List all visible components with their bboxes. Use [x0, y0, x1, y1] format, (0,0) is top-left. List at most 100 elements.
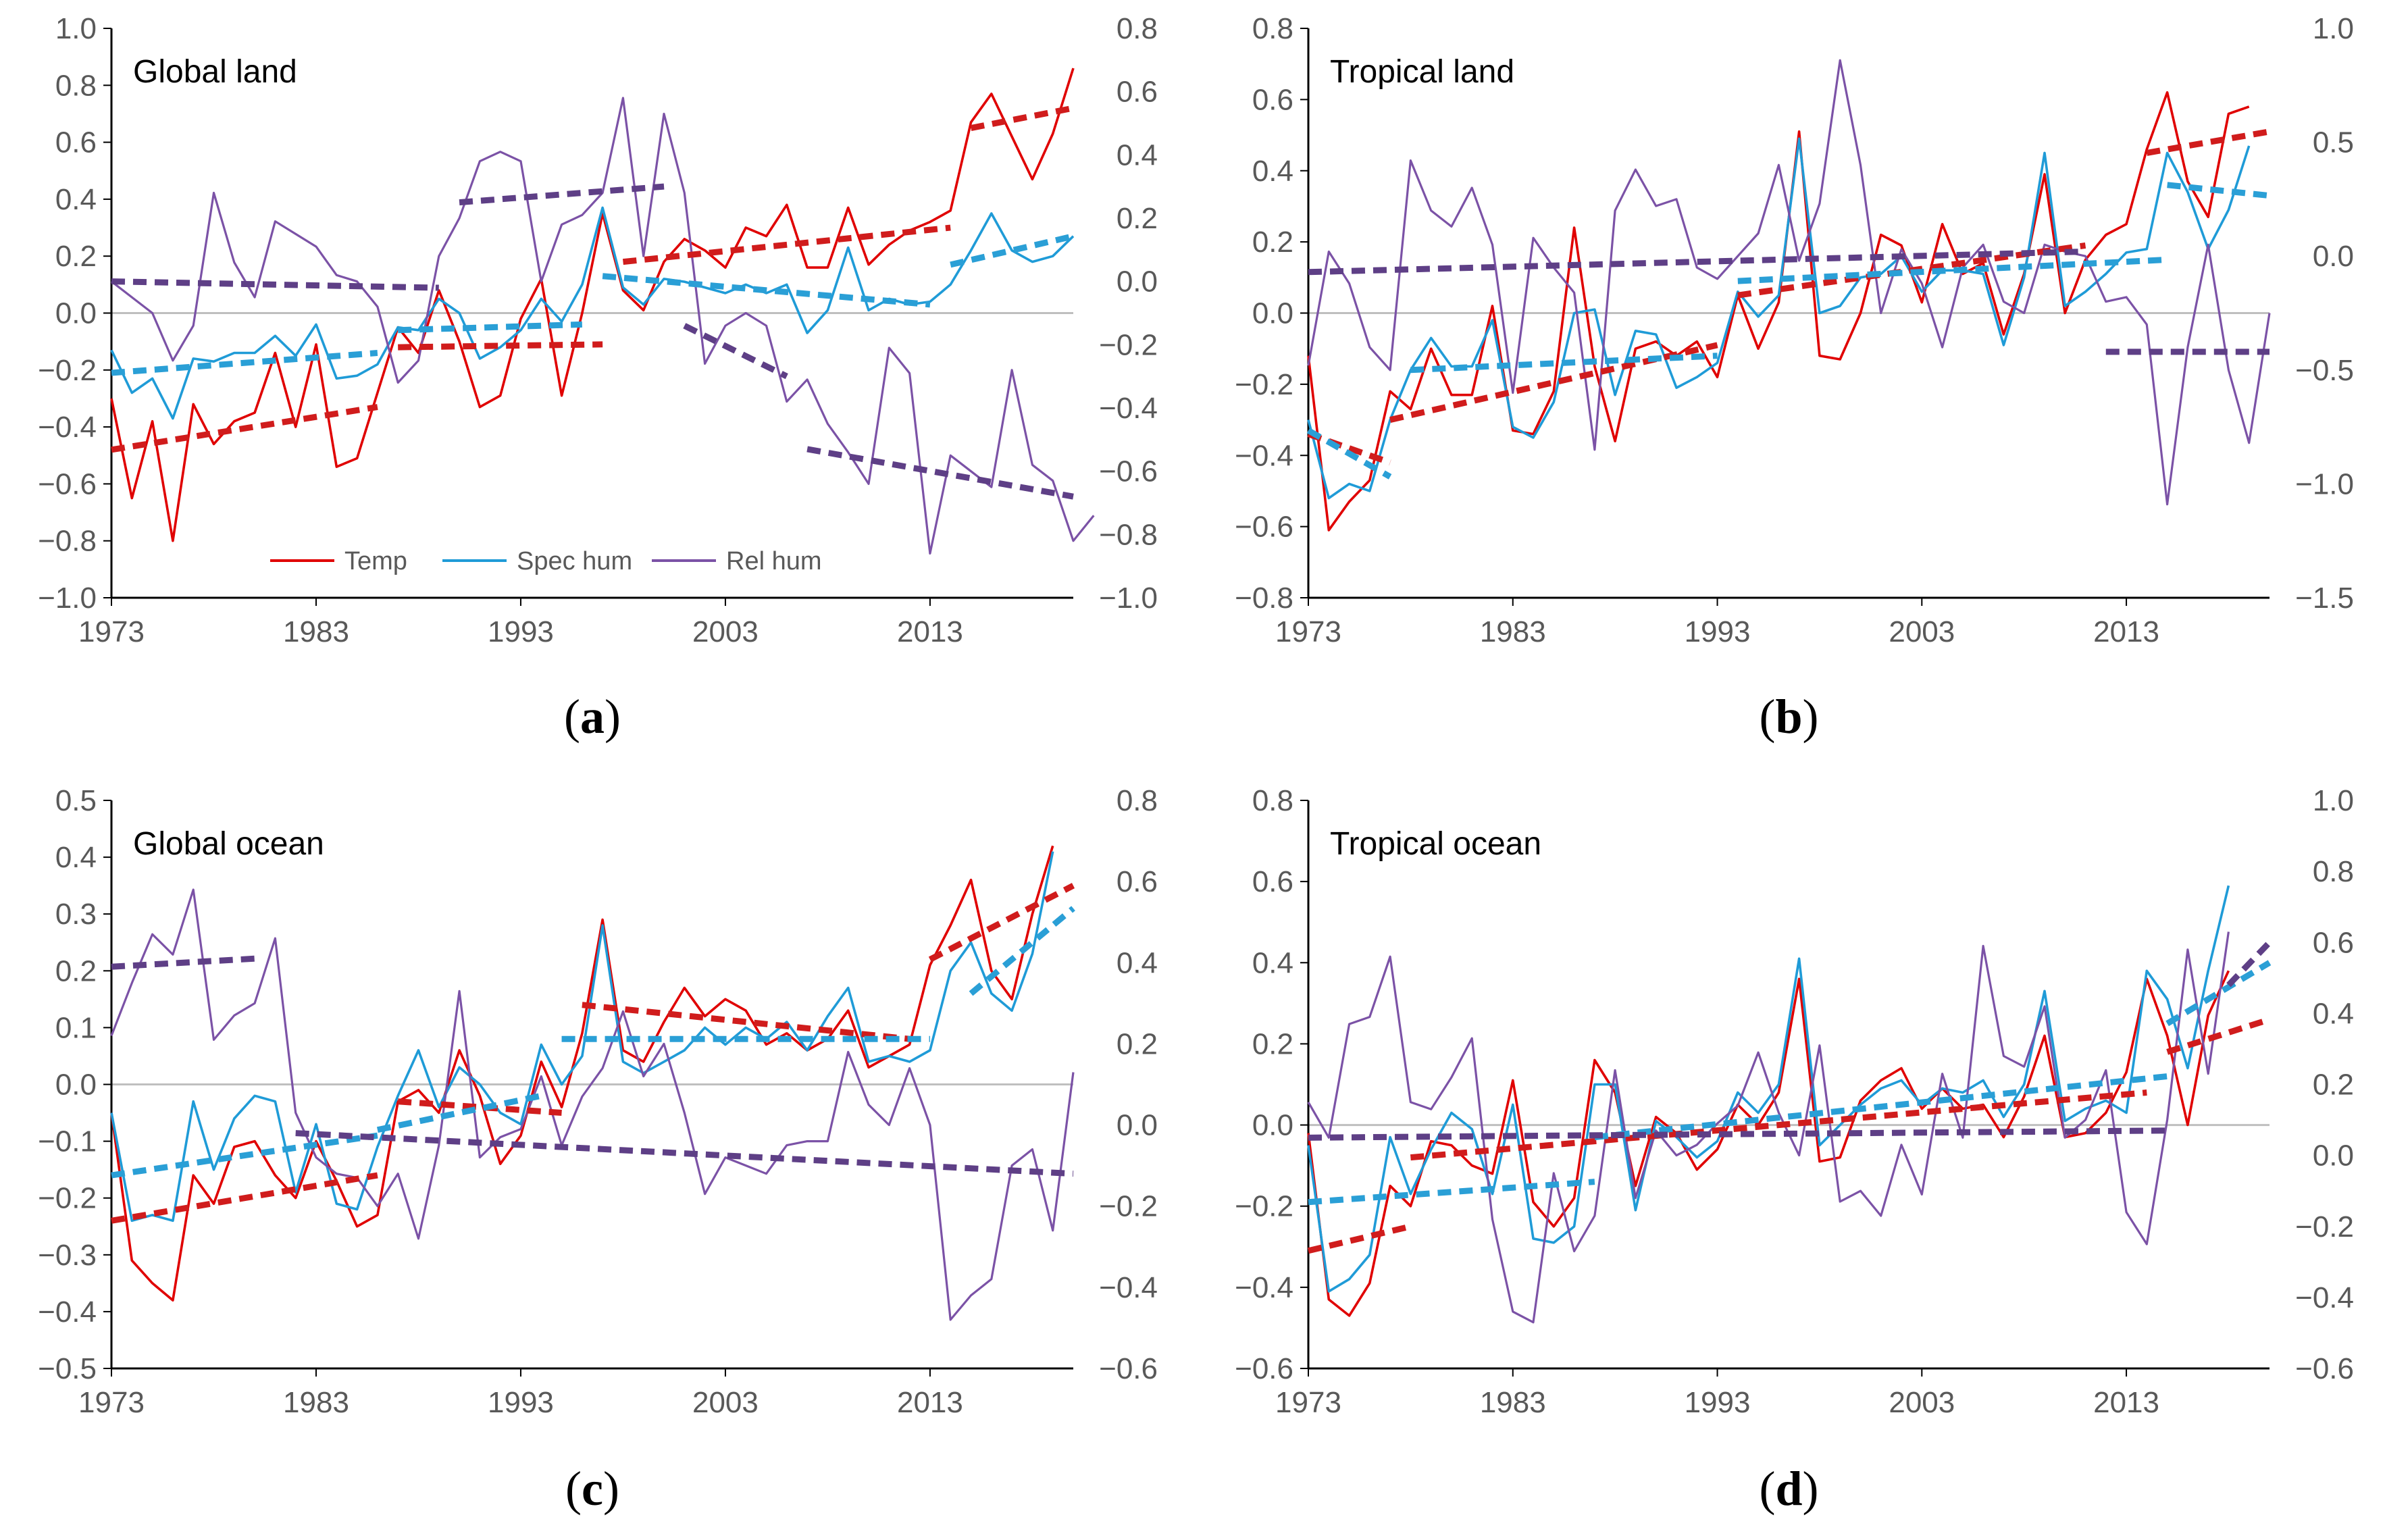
trend-rel-hum-trend [295, 1130, 1074, 1177]
y-tick-label: −0.3 [38, 1239, 97, 1272]
x-tick-label: 1973 [1275, 1386, 1341, 1419]
x-tick-label: 2013 [897, 615, 963, 648]
y-tick-label: 0.0 [55, 1069, 97, 1102]
y2-tick-label: 0.4 [1117, 138, 1158, 172]
y2-tick-label: 0.2 [1117, 1027, 1158, 1060]
panel-caption: (c) [565, 1462, 619, 1516]
y2-tick-label: 1.0 [2313, 784, 2354, 817]
trend-temp-trend [1307, 1223, 1412, 1254]
trend-temp-trend [1389, 342, 1718, 423]
y2-tick-label: 0.2 [2313, 1069, 2354, 1102]
trend-temp-trend [397, 1098, 562, 1116]
y-tick-label: 1.0 [55, 12, 97, 45]
y2-tick-label: −0.8 [1099, 518, 1158, 551]
trend-rel-hum-trend [806, 446, 1074, 500]
x-tick-label: 1983 [1480, 615, 1546, 648]
series-rel-hum [110, 888, 1075, 1321]
y2-tick-label: −0.6 [1099, 1352, 1158, 1385]
legend-label-temp: Temp [344, 547, 407, 575]
y2-tick-label: 0.6 [1117, 76, 1158, 109]
y-tick-label: −0.6 [38, 467, 97, 500]
y-tick-label: −0.2 [1235, 1190, 1293, 1223]
trend-temp-trend [1410, 1089, 2147, 1161]
y-tick-label: 0.2 [1252, 1027, 1293, 1060]
y2-tick-label: 0.0 [1117, 1109, 1158, 1142]
y-tick-label: −0.2 [1235, 368, 1293, 401]
x-tick-label: 2003 [692, 1386, 759, 1419]
trend-spec-hum-trend [1308, 1179, 1595, 1206]
trend-spec-hum-trend [602, 273, 931, 308]
y2-tick-label: −1.5 [2295, 582, 2354, 615]
trend-temp-trend [398, 341, 603, 351]
trend-temp-trend [1307, 431, 1391, 466]
legend-label-rel: Rel hum [726, 547, 822, 575]
trend-spec-hum-trend [2165, 960, 2272, 1027]
x-tick-label: 1993 [1685, 1386, 1751, 1419]
trend-temp-trend [2166, 1017, 2271, 1055]
trend-temp-trend [111, 404, 378, 453]
x-tick-label: 2003 [1889, 615, 1955, 648]
y2-tick-label: 0.6 [1117, 865, 1158, 898]
series-spec-hum [1307, 137, 2251, 500]
y-tick-label: 0.6 [55, 126, 97, 159]
trend-spec-hum-trend [1410, 353, 1718, 374]
panel-title: Global ocean [133, 826, 324, 862]
y-tick-label: −0.5 [38, 1352, 97, 1385]
panel-a: 1.0 0.8 0.6 0.4 0.2 0.0 −0.2 −0.4 −0.6 −0.8 −1.0 0.… [38, 12, 1158, 744]
trend-spec-hum-trend [398, 321, 582, 334]
trend-spec-hum-trend [2167, 182, 2270, 199]
x-tick-label: 2013 [897, 1386, 963, 1419]
y-tick-label: 0.0 [1252, 297, 1293, 330]
y-tick-label: −0.6 [1235, 1352, 1293, 1385]
x-tick-label: 2003 [1889, 1386, 1955, 1419]
panel-caption: (a) [564, 690, 621, 744]
y2-tick-label: −0.6 [2295, 1352, 2354, 1385]
y2-tick-label: 0.4 [1117, 946, 1158, 979]
panel-b: 0.8 0.6 0.4 0.2 0.0 −0.2 −0.4 −0.6 −0.8 1.0 0.5 0.0… [1235, 12, 2354, 744]
y-tick-label: 0.8 [1252, 784, 1293, 817]
trend-rel-hum-trend [459, 183, 665, 206]
y2-tick-label: −0.4 [1099, 1271, 1158, 1304]
panel-caption: (d) [1759, 1462, 1818, 1516]
x-tick-label: 1973 [78, 615, 145, 648]
trend-rel-hum-trend [111, 278, 439, 291]
y2-tick-label: −0.4 [1099, 392, 1158, 425]
y2-tick-label: −1.0 [1099, 582, 1158, 615]
y2-tick-label: 0.8 [2313, 855, 2354, 888]
y-tick-label: 0.4 [1252, 155, 1293, 188]
y-tick-label: −0.4 [38, 1295, 97, 1329]
y-tick-label: −0.1 [38, 1125, 97, 1158]
x-tick-label: 1993 [488, 1386, 554, 1419]
x-tick-label: 1983 [1480, 1386, 1546, 1419]
trend-temp-trend [111, 1172, 378, 1224]
trend-temp-trend [970, 105, 1074, 131]
series-spec-hum [110, 851, 1054, 1223]
trend-rel-hum-trend [1308, 1127, 2168, 1141]
x-tick-label: 1983 [283, 1386, 349, 1419]
y-tick-label: 0.4 [55, 183, 97, 216]
y2-tick-label: −0.4 [2295, 1281, 2354, 1314]
y-tick-label: −0.4 [38, 411, 97, 444]
y-tick-label: −1.0 [38, 582, 97, 615]
y-tick-label: 0.2 [55, 954, 97, 987]
y-tick-label: −0.4 [1235, 439, 1293, 472]
panel-c: 0.5 0.4 0.3 0.2 0.1 0.0 −0.1 −0.2 −0.3 −0.4 −0.5 0.… [38, 784, 1158, 1516]
trend-temp-trend [582, 1002, 911, 1042]
panel-title: Global land [133, 54, 297, 90]
trend-temp-trend [622, 224, 951, 265]
series-temp [1307, 970, 2230, 1317]
y-tick-label: −0.2 [38, 354, 97, 387]
y2-tick-label: 0.4 [2313, 997, 2354, 1030]
trend-spec-hum-trend [376, 1092, 542, 1133]
panel-d: 0.8 0.6 0.4 0.2 0.0 −0.2 −0.4 −0.6 1.0 0.8 0.6 0.4 0… [1235, 784, 2354, 1516]
trend-rel-hum-trend [683, 323, 788, 380]
trend-spec-hum-trend [1594, 1073, 2168, 1141]
series-spec-hum [1307, 885, 2230, 1293]
trend-temp-trend [928, 883, 1075, 962]
y-tick-label: 0.4 [1252, 946, 1293, 979]
x-tick-label: 1973 [1275, 615, 1341, 648]
panel-title: Tropical ocean [1330, 826, 1541, 862]
y2-tick-label: −0.2 [2295, 1210, 2354, 1243]
y2-tick-label: 0.8 [1117, 784, 1158, 817]
y-tick-label: 0.2 [55, 240, 97, 273]
